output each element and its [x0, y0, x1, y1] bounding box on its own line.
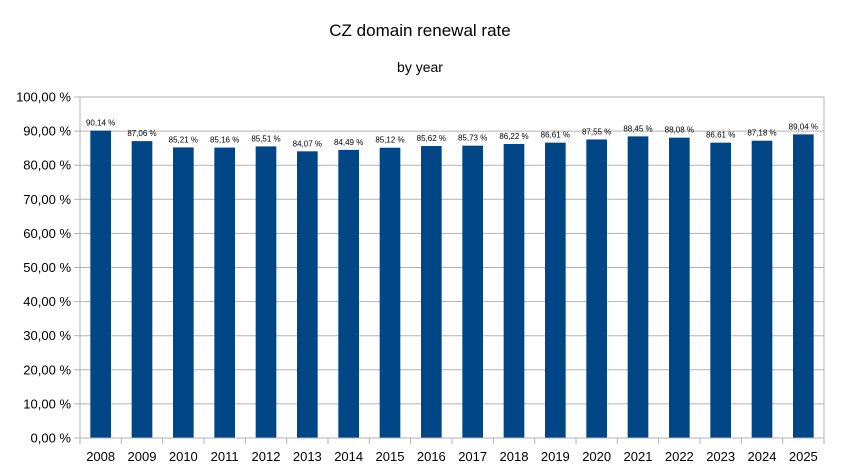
- y-tick-label: 20,00 %: [23, 362, 71, 377]
- data-label: 84,07 %: [293, 139, 322, 148]
- data-label: 88,45 %: [623, 124, 652, 133]
- data-label: 90,14 %: [86, 119, 115, 128]
- y-tick-label: 30,00 %: [23, 328, 71, 343]
- data-label: 86,22 %: [499, 132, 528, 141]
- x-tick-label: 2011: [211, 449, 239, 464]
- data-label: 88,08 %: [665, 126, 694, 135]
- data-label: 85,51 %: [251, 134, 280, 143]
- plot-frame: [79, 96, 825, 439]
- x-tick-label: 2017: [458, 449, 487, 464]
- y-tick-label: 0,00 %: [31, 431, 72, 446]
- y-tick-label: 60,00 %: [23, 226, 71, 241]
- data-label: 85,12 %: [375, 136, 404, 145]
- x-tick-label: 2025: [789, 449, 818, 464]
- data-label: 89,04 %: [789, 122, 818, 131]
- data-label: 86,61 %: [706, 131, 735, 140]
- bar: [297, 151, 318, 439]
- bar: [751, 140, 773, 439]
- x-tick-label: 2020: [582, 449, 611, 464]
- x-tick-label: 2019: [541, 449, 570, 464]
- bar: [545, 142, 566, 438]
- chart-title: CZ domain renewal rate: [329, 21, 510, 40]
- bar: [421, 146, 442, 438]
- x-tick-label: 2021: [624, 449, 653, 464]
- bar: [90, 130, 111, 438]
- bar: [173, 147, 194, 438]
- x-tick-label: 2018: [500, 449, 529, 464]
- y-tick-label: 70,00 %: [23, 192, 71, 207]
- data-label: 87,55 %: [582, 127, 611, 136]
- data-label: 87,18 %: [747, 129, 776, 138]
- data-label: 85,73 %: [458, 134, 487, 143]
- x-tick-label: 2010: [169, 449, 198, 464]
- x-tick-label: 2013: [293, 449, 322, 464]
- bar: [627, 136, 649, 438]
- bars: [90, 130, 814, 439]
- bar: [503, 143, 525, 438]
- y-tick-label: 10,00 %: [23, 396, 71, 411]
- y-axis-ticks: 0,00 % 10,00 % 20,00 % 30,00 % 40,00 % 50,00 …: [16, 90, 80, 446]
- bar: [338, 149, 359, 438]
- bar: [710, 142, 731, 438]
- x-tick-label: 2022: [665, 449, 694, 464]
- x-tick-label: 2009: [128, 449, 157, 464]
- bar: [214, 147, 235, 438]
- bar: [255, 146, 277, 439]
- bar: [131, 141, 153, 438]
- x-tick-label: 2015: [376, 449, 405, 464]
- y-tick-label: 80,00 %: [23, 158, 71, 173]
- bar: [586, 139, 607, 438]
- y-tick-label: 40,00 %: [23, 294, 71, 309]
- y-tick-label: 100,00 %: [16, 90, 71, 105]
- bar: [379, 147, 401, 439]
- x-tick-label: 2008: [86, 449, 115, 464]
- y-tick-label: 90,00 %: [23, 124, 71, 139]
- x-tick-label: 2016: [417, 449, 446, 464]
- bar: [669, 137, 690, 438]
- bar: [462, 145, 483, 438]
- data-label: 85,62 %: [417, 134, 446, 143]
- x-tick-label: 2012: [252, 449, 281, 464]
- data-label: 86,61 %: [541, 131, 570, 140]
- data-label: 84,49 %: [334, 138, 363, 147]
- x-tick-label: 2023: [706, 449, 735, 464]
- x-axis-ticks: 2008 2009 2010 2011 2012 2013 2014 2015 2016 2017…: [79, 438, 825, 464]
- x-tick-label: 2014: [334, 449, 363, 464]
- data-label: 85,16 %: [210, 136, 239, 145]
- data-label: 85,21 %: [169, 135, 198, 144]
- data-label: 87,06 %: [127, 129, 156, 138]
- bar: [793, 134, 814, 438]
- chart-subtitle: by year: [397, 59, 443, 75]
- y-tick-label: 50,00 %: [23, 260, 71, 275]
- x-tick-label: 2024: [748, 449, 777, 464]
- data-labels: 90,14 % 87,06 % 85,21 % 85,16 % 85,51 % 84,07…: [86, 119, 818, 149]
